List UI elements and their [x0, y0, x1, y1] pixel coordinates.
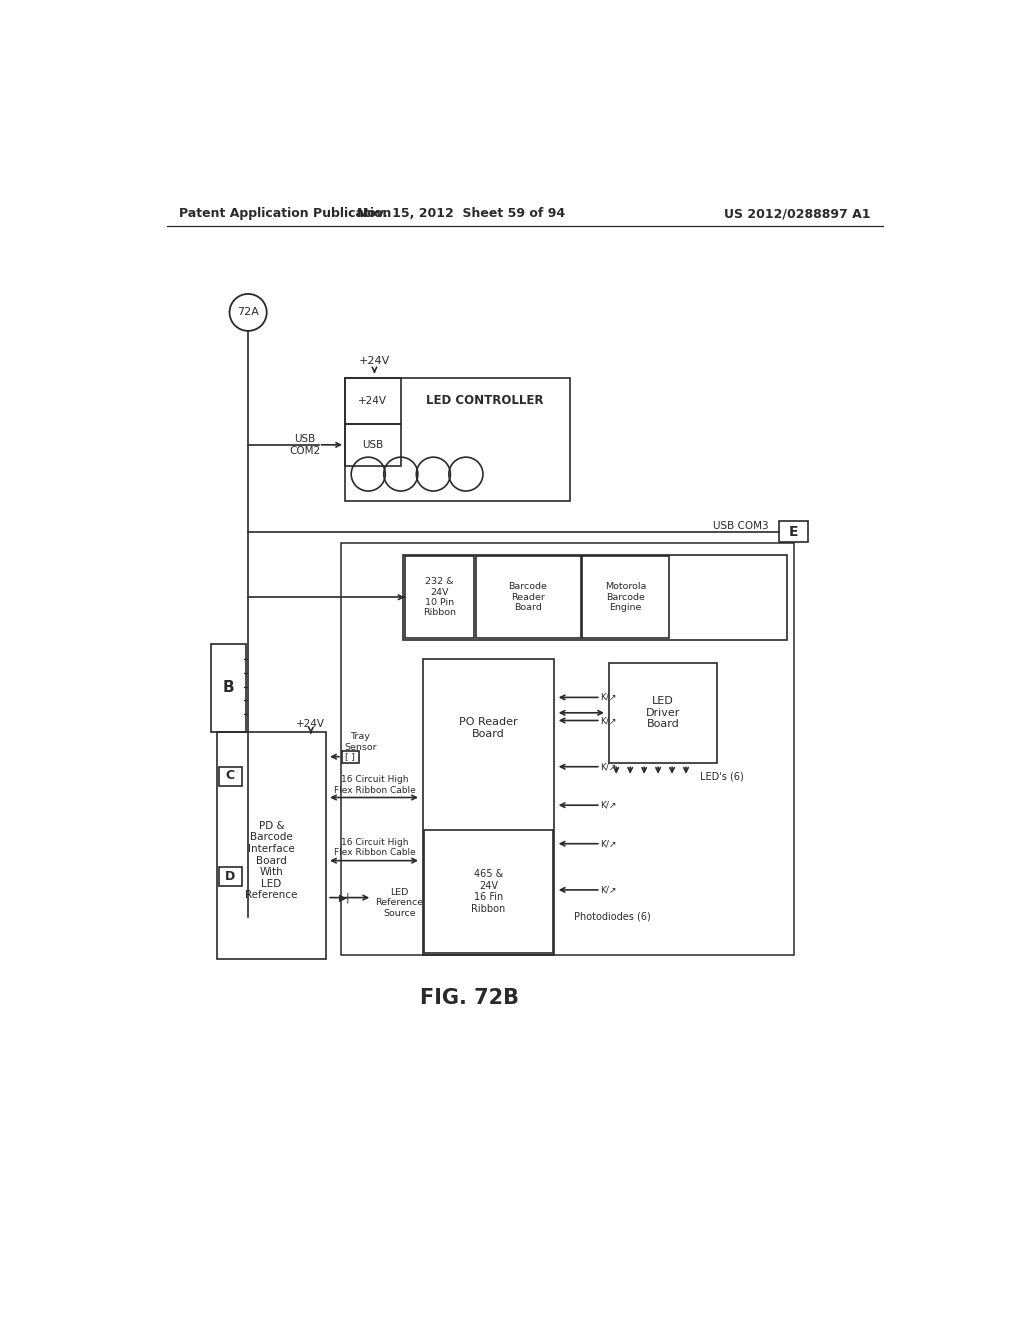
Text: Tray
Sensor: Tray Sensor: [344, 733, 377, 752]
Bar: [476, 557, 581, 638]
Text: +24V: +24V: [358, 356, 390, 366]
Bar: [345, 424, 400, 466]
Text: LED CONTROLLER: LED CONTROLLER: [426, 395, 544, 408]
Text: 16 Circuit High
Flex Ribbon Cable: 16 Circuit High Flex Ribbon Cable: [334, 838, 416, 857]
Text: K/↗: K/↗: [600, 840, 616, 849]
Text: +24V: +24V: [296, 719, 326, 730]
Text: Patent Application Publication: Patent Application Publication: [179, 207, 391, 220]
Bar: [424, 830, 553, 953]
Text: C: C: [225, 770, 234, 783]
Bar: [423, 659, 554, 956]
Text: [ ]: [ ]: [345, 752, 355, 762]
Bar: [345, 378, 569, 502]
Text: LED
Reference
Source: LED Reference Source: [375, 888, 423, 917]
Text: 72A: 72A: [238, 308, 259, 317]
Text: FIG. 72B: FIG. 72B: [420, 987, 518, 1007]
Text: +24V: +24V: [358, 396, 387, 407]
Text: 465 &
24V
16 Fin
Ribbon: 465 & 24V 16 Fin Ribbon: [471, 869, 506, 913]
Bar: [583, 557, 669, 638]
Bar: [403, 554, 786, 640]
Text: K/↗: K/↗: [600, 801, 616, 809]
Bar: [219, 867, 242, 886]
Text: Photodiodes (6): Photodiodes (6): [574, 912, 650, 921]
Text: Motorola
Barcode
Engine: Motorola Barcode Engine: [605, 582, 646, 612]
Text: USB COM3: USB COM3: [713, 520, 768, 531]
Bar: [219, 767, 242, 785]
Text: LED
Driver
Board: LED Driver Board: [645, 696, 680, 730]
Text: K/↗: K/↗: [600, 762, 616, 771]
Text: Nov. 15, 2012  Sheet 59 of 94: Nov. 15, 2012 Sheet 59 of 94: [357, 207, 565, 220]
Text: US 2012/0288897 A1: US 2012/0288897 A1: [724, 207, 870, 220]
Text: D: D: [225, 870, 236, 883]
Bar: [217, 733, 326, 960]
Bar: [404, 557, 474, 638]
Text: PO Reader
Board: PO Reader Board: [459, 717, 518, 739]
Text: PD &
Barcode
Interface
Board
With
LED
Reference: PD & Barcode Interface Board With LED Re…: [245, 821, 298, 900]
Text: LED's (6): LED's (6): [700, 772, 743, 781]
Bar: [211, 644, 246, 733]
Bar: [345, 378, 400, 424]
Text: K/↗: K/↗: [600, 886, 616, 895]
Text: K/↗: K/↗: [600, 693, 616, 702]
Bar: [608, 663, 717, 763]
Bar: [341, 544, 794, 956]
Text: B: B: [222, 680, 233, 694]
Text: K/↗: K/↗: [600, 715, 616, 725]
Text: 232 &
24V
10 Pin
Ribbon: 232 & 24V 10 Pin Ribbon: [423, 577, 456, 618]
Text: ▶|: ▶|: [339, 892, 351, 903]
Bar: [342, 751, 359, 763]
Text: USB
COM2: USB COM2: [289, 434, 321, 455]
Text: 16 Circuit High
Flex Ribbon Cable: 16 Circuit High Flex Ribbon Cable: [334, 775, 416, 795]
Text: Barcode
Reader
Board: Barcode Reader Board: [509, 582, 548, 612]
Text: USB: USB: [362, 440, 384, 450]
Text: E: E: [788, 525, 799, 539]
Bar: [779, 521, 809, 541]
